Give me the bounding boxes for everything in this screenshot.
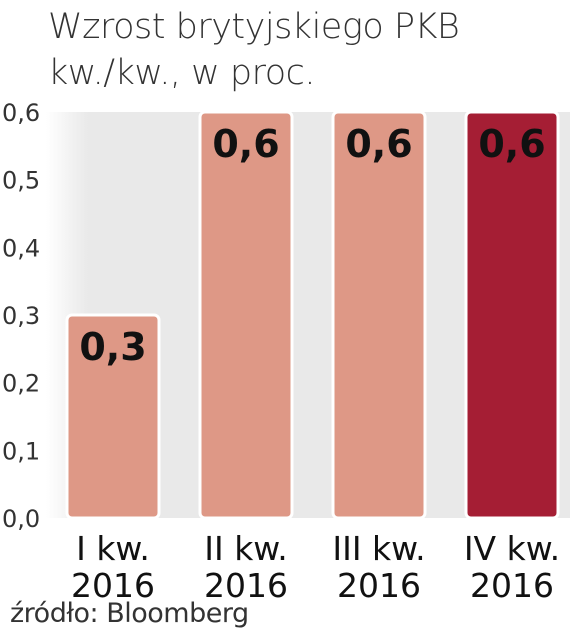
bar-1 — [65, 313, 161, 520]
x-category-label: 2016 — [71, 566, 155, 605]
chart-title: Wzrost brytyjskiego PKB kw./kw., w proc. — [48, 4, 460, 96]
bar-value-label: 0,6 — [345, 122, 412, 166]
chart-title-line-2: kw./kw., w proc. — [48, 53, 316, 93]
source-note: źródło: Bloomberg — [10, 598, 249, 629]
x-category-label: 2016 — [470, 566, 554, 605]
x-category-label: I kw. — [76, 529, 150, 568]
y-tick-label: 0,5 — [2, 167, 40, 195]
chart-title-line-1: Wzrost brytyjskiego PKB — [48, 7, 460, 47]
bar-2 — [198, 110, 294, 520]
bar-value-label: 0,3 — [79, 325, 146, 369]
x-category-label: 2016 — [204, 566, 288, 605]
y-tick-label: 0,2 — [2, 370, 40, 398]
x-category-label: IV kw. — [464, 529, 560, 568]
x-category-label: 2016 — [337, 566, 421, 605]
x-category-label: III kw. — [332, 529, 425, 568]
bar-value-label: 0,6 — [478, 122, 545, 166]
bar-value-label: 0,6 — [212, 122, 279, 166]
y-tick-label: 0,6 — [2, 99, 40, 127]
bar-4 — [464, 110, 560, 520]
y-tick-label: 0,4 — [2, 234, 40, 262]
y-tick-label: 0,3 — [2, 302, 40, 330]
y-tick-label: 0,1 — [2, 437, 40, 465]
bar-3 — [331, 110, 427, 520]
x-category-label: II kw. — [204, 529, 288, 568]
y-tick-label: 0,0 — [2, 505, 40, 533]
